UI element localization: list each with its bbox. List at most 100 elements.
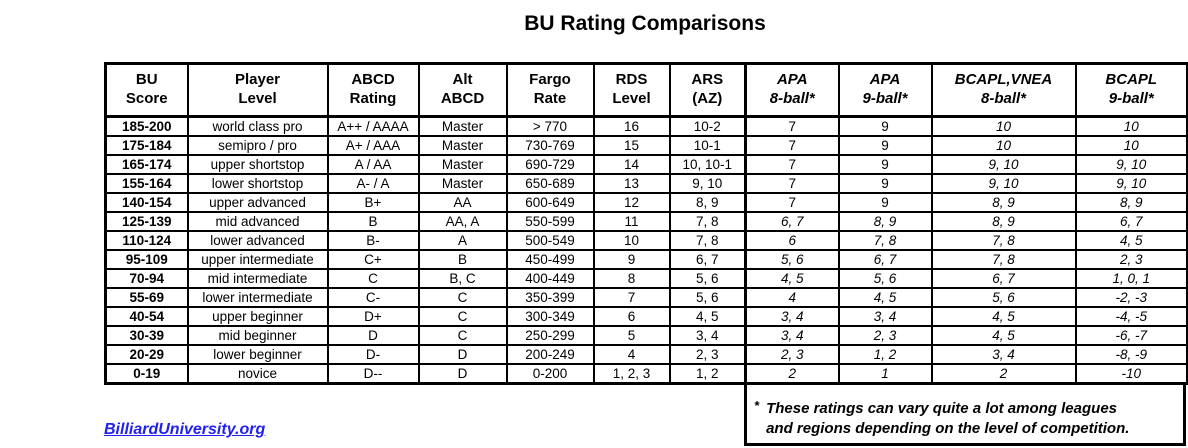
table-cell: 1, 2 [837,344,933,365]
table-cell: 1 [837,363,933,385]
footnote-box: * These ratings can vary quite a lot amo… [744,382,1186,446]
table-cell: mid beginner [186,325,329,346]
table-cell: 10 [592,230,671,251]
table-cell: 2, 3 [1074,249,1188,270]
table-cell: 7, 8 [837,230,933,251]
table-cell: 4, 5 [744,268,840,289]
table-cell: A+ / AAA [326,135,420,156]
table-row: 20-29 lower beginner D- D 200-249 4 2, 3 2, 3 1,… [104,344,1188,365]
table-cell: 9, 10 [668,173,747,194]
table-cell: A [417,230,508,251]
table-row: 165-174 upper shortstop A / AA Master 690-72… [104,154,1188,175]
footnote-asterisk: * [754,398,760,413]
table-cell: A / AA [326,154,420,175]
table-cell: 40-54 [104,306,189,327]
table-cell: 15 [592,135,671,156]
table-cell: 9 [837,135,933,156]
table-cell: 6, 7 [1074,211,1188,232]
table-cell: 8, 9 [930,192,1077,213]
table-cell: 10-1 [668,135,747,156]
column-header-rds-level: RDS Level [592,62,671,118]
table-cell: 10 [930,115,1077,137]
table-cell: lower beginner [186,344,329,365]
table-cell: 550-599 [505,211,595,232]
table-cell: 350-399 [505,287,595,308]
table-cell: 0-19 [104,363,189,385]
table-row: 155-164 lower shortstop A- / A Master 650-68… [104,173,1188,194]
table-cell: 6 [592,306,671,327]
table-cell: 250-299 [505,325,595,346]
table-cell: 4 [744,287,840,308]
table-cell: 5, 6 [837,268,933,289]
table-cell: novice [186,363,329,385]
table-cell: 14 [592,154,671,175]
table-cell: -6, -7 [1074,325,1188,346]
table-cell: world class pro [186,115,329,137]
table-cell: B [326,211,420,232]
table-cell: upper shortstop [186,154,329,175]
table-cell: 5, 6 [668,268,747,289]
table-cell: 730-769 [505,135,595,156]
table-cell: C- [326,287,420,308]
table-cell: D [326,325,420,346]
footnote-line-1: These ratings can vary quite a lot among… [766,400,1118,417]
table-cell: 140-154 [104,192,189,213]
table-cell: C [417,287,508,308]
table-cell: 9, 10 [1074,154,1188,175]
table-cell: 185-200 [104,115,189,137]
table-cell: 6, 7 [668,249,747,270]
billiard-university-link[interactable]: BilliardUniversity.org [104,421,266,438]
table-cell: B [417,249,508,270]
table-cell: 10, 10-1 [668,154,747,175]
table-row: 40-54 upper beginner D+ C 300-349 6 4, 5 3, 4 3,… [104,306,1188,327]
column-header-fargo-rate: Fargo Rate [505,62,595,118]
table-cell: 10 [1074,135,1188,156]
table-cell: 6, 7 [837,249,933,270]
table-row: 110-124 lower advanced B- A 500-549 10 7, 8 6 7,… [104,230,1188,251]
table-cell: C [326,268,420,289]
column-header-bcapl-9-ball-: BCAPL 9-ball* [1074,62,1188,118]
page-title: BU Rating Comparisons [524,12,766,35]
table-cell: 16 [592,115,671,137]
table-cell: upper beginner [186,306,329,327]
table-header: BU Score Player Level ABCD Rating Alt ABCD Fargo… [104,62,1188,118]
table-cell: 3, 4 [744,325,840,346]
table-cell: 1, 0, 1 [1074,268,1188,289]
table-cell: 125-139 [104,211,189,232]
table-cell: 7 [744,115,840,137]
table-cell: 175-184 [104,135,189,156]
table-cell: 9 [837,115,933,137]
table-cell: 9 [837,154,933,175]
table-row: 0-19 novice D-- D 0-200 1, 2, 3 1, 2 2 1 2 -10 [104,363,1188,385]
table-cell: 1, 2, 3 [592,363,671,385]
table-cell: 8 [592,268,671,289]
table-cell: A- / A [326,173,420,194]
table-cell: Master [417,135,508,156]
table-cell: 8, 9 [930,211,1077,232]
table-cell: 9 [837,192,933,213]
table-cell: 3, 4 [930,344,1077,365]
table-cell: 155-164 [104,173,189,194]
table-cell: 7 [592,287,671,308]
table-cell: A++ / AAAA [326,115,420,137]
table-body: 185-200 world class pro A++ / AAAA Master > … [104,115,1188,385]
table-cell: 6, 7 [744,211,840,232]
column-header-alt-abcd: Alt ABCD [417,62,508,118]
table-cell: 5, 6 [668,287,747,308]
table-cell: 2, 3 [837,325,933,346]
table-cell: 3, 4 [837,306,933,327]
column-header-player-level: Player Level [186,62,329,118]
table-cell: lower shortstop [186,173,329,194]
table-cell: AA, A [417,211,508,232]
table-cell: lower intermediate [186,287,329,308]
table-cell: 95-109 [104,249,189,270]
column-header-ars-az-: ARS (AZ) [668,62,747,118]
table-cell: 10 [1074,115,1188,137]
table-cell: 5, 6 [744,249,840,270]
table-cell: 4, 5 [837,287,933,308]
table-cell: 500-549 [505,230,595,251]
column-header-apa-9-ball-: APA 9-ball* [837,62,933,118]
